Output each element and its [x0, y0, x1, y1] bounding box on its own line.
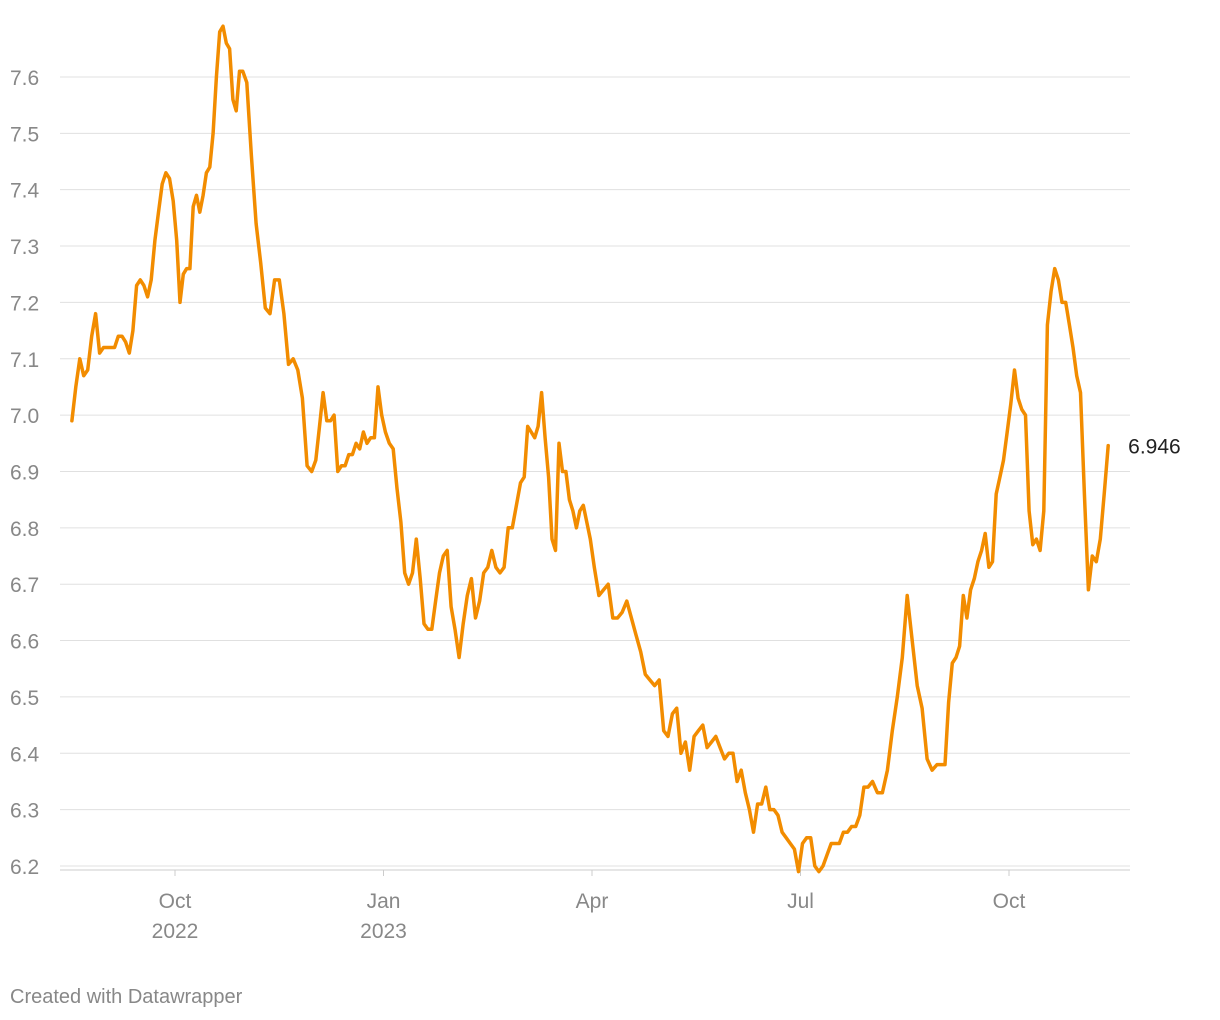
y-tick-label: 7.3 [10, 236, 39, 259]
x-tick-label: Oct 2022 [152, 890, 199, 943]
y-tick-label: 7.1 [10, 349, 39, 372]
y-tick-label: 6.6 [10, 631, 39, 654]
end-label: 6.946 [1128, 436, 1181, 459]
line [70, 24, 1110, 874]
credit: Created with Datawrapper [10, 986, 243, 1008]
x-tick-label: Oct [993, 890, 1026, 913]
y-tick-label: 7.0 [10, 405, 39, 428]
y-tick-label: 6.3 [10, 800, 39, 823]
y-tick-label: 7.2 [10, 292, 39, 315]
y-tick-label: 6.2 [10, 856, 39, 879]
x-tick-label: Jul [787, 890, 814, 913]
y-tick-label: 6.5 [10, 687, 39, 710]
x-tick-label: Jan 2023 [360, 890, 407, 943]
y-tick-label: 6.7 [10, 574, 39, 597]
y-tick-label: 6.4 [10, 743, 40, 766]
y-tick-label: 6.9 [10, 461, 39, 484]
y-tick-label: 7.4 [10, 180, 40, 203]
y-tick-label: 7.6 [10, 67, 39, 90]
y-tick-label: 6.8 [10, 518, 39, 541]
y-tick-label: 7.5 [10, 123, 39, 146]
x-tick-label: Apr [576, 890, 609, 913]
